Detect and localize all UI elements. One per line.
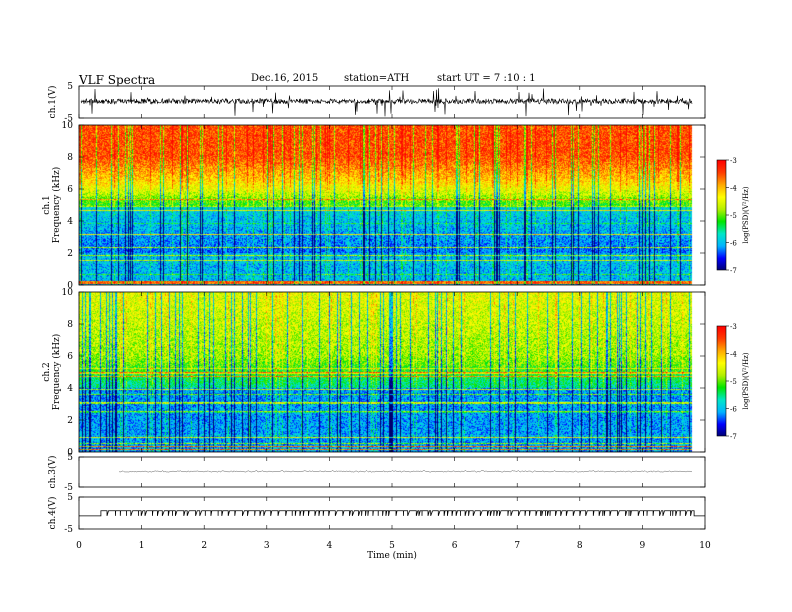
ch1-spectrogram-ylabel-channel: ch.1	[42, 195, 52, 214]
colorbar-tick-label: -5	[730, 378, 737, 386]
spectrogram-image-ch1	[79, 125, 705, 285]
xtick-label: 8	[577, 541, 583, 551]
colorbar-tick-label: -3	[730, 323, 737, 331]
xtick-label: 2	[201, 541, 207, 551]
xtick-label: 10	[699, 541, 711, 551]
xtick-label: 5	[389, 541, 395, 551]
ch1-spectrogram-ytick-label: 4	[67, 217, 73, 227]
ch1-ytick-label: -5	[64, 114, 73, 124]
colorbar-tick-label: -7	[730, 267, 737, 275]
ch4-pulse-train	[79, 510, 705, 517]
spectrogram-image-ch2	[79, 292, 705, 452]
ch4-ytick-label: -5	[64, 525, 73, 535]
xtick-label: 0	[76, 541, 82, 551]
ch3-frame	[78, 456, 706, 488]
ch4-ylabel: ch.4(V)	[47, 497, 58, 530]
ch2-spectrogram-ytick-label: 8	[67, 320, 73, 330]
ch1-spectrogram-ylabel-frequency: Frequency (kHz)	[51, 167, 62, 244]
colorbar-label: log(PSD)(V²/Hz)	[742, 186, 750, 243]
colorbar-label: log(PSD)(V²/Hz)	[742, 352, 750, 409]
xtick-label: 4	[327, 541, 333, 551]
xtick-label: 3	[264, 541, 270, 551]
ch1-spectrogram-ytick-label: 8	[67, 153, 73, 163]
station-label: station=ATH	[344, 73, 410, 84]
ch2-spectrogram-ytick-label: 10	[62, 288, 74, 298]
ch1-ylabel: ch.1(V)	[47, 86, 58, 119]
xtick-label: 7	[514, 541, 520, 551]
ch1-spectrogram-ytick-label: 0	[67, 281, 73, 291]
colorbar-tick-label: -5	[730, 212, 737, 220]
ch1-ytick-label: 5	[67, 82, 73, 92]
ch3-waveform	[118, 470, 693, 473]
start-time-label: start UT = 7 :10 : 1	[437, 73, 536, 84]
ch2-spectrogram-ytick-label: 4	[67, 384, 73, 394]
ch1-spectrogram-ytick-label: 10	[62, 121, 74, 131]
ch1-spectrogram-ytick-label: 6	[67, 185, 73, 195]
ch2-spectrogram-ytick-label: 2	[67, 416, 73, 426]
ch2-spectrogram-ylabel-frequency: Frequency (kHz)	[51, 334, 62, 411]
ch2-spectrogram-ytick-label: 0	[67, 448, 73, 458]
ch3-ytick-label: -5	[64, 483, 73, 493]
colorbar-tick-label: -7	[730, 433, 737, 441]
xtick-label: 1	[139, 541, 145, 551]
colorbar-tick-label: -3	[730, 157, 737, 165]
colorbar-tick-label: -4	[730, 351, 737, 359]
ch2-spectrogram-ytick-label: 6	[67, 352, 73, 362]
colorbar-1	[717, 160, 726, 270]
ch1-spectrogram-ytick-label: 2	[67, 249, 73, 259]
colorbar-tick-label: -6	[730, 240, 737, 248]
colorbar-2	[717, 326, 726, 436]
ch3-ytick-label: 5	[67, 453, 73, 463]
ch1-waveform	[80, 88, 693, 117]
colorbar-tick-label: -4	[730, 185, 737, 193]
ch2-spectrogram-ylabel-channel: ch.2	[42, 362, 52, 381]
colorbar-tick-label: -6	[730, 406, 737, 414]
xaxis-label: Time (min)	[367, 550, 417, 561]
xtick-label: 6	[452, 541, 458, 551]
ch4-ytick-label: 5	[67, 493, 73, 503]
chart-title: VLF Spectra	[79, 73, 156, 87]
xtick-label: 9	[640, 541, 646, 551]
ch3-ylabel: ch.3(V)	[47, 456, 58, 489]
date-label: Dec.16, 2015	[251, 73, 319, 84]
